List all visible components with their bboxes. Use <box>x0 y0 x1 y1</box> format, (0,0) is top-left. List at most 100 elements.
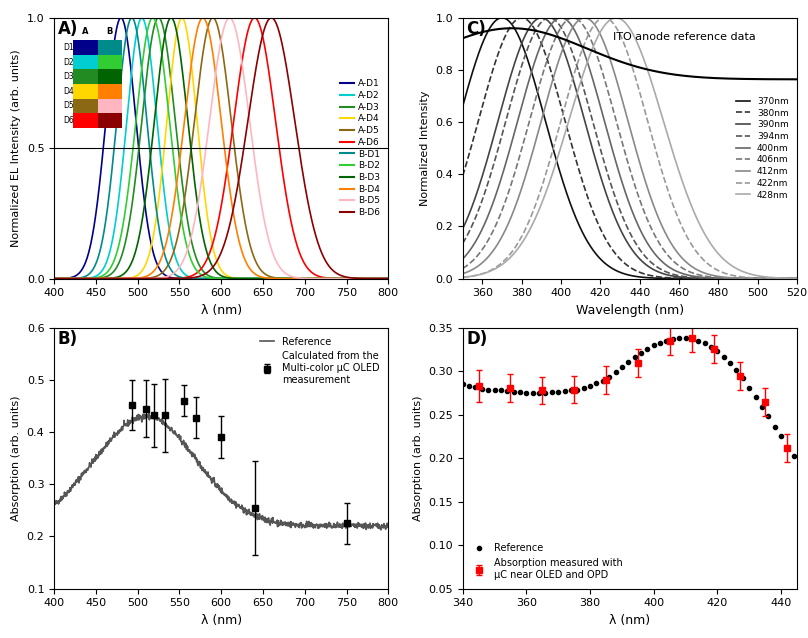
Reference <box>547 389 557 396</box>
400nm <box>593 94 603 102</box>
412nm <box>605 56 615 64</box>
380nm <box>792 275 802 283</box>
Y-axis label: Normalized EL Intensity (arb. units): Normalized EL Intensity (arb. units) <box>11 49 21 247</box>
400nm <box>556 14 566 22</box>
400nm <box>605 138 615 146</box>
422nm <box>593 17 603 24</box>
406nm <box>568 14 578 22</box>
400nm <box>458 255 468 263</box>
390nm <box>593 165 603 172</box>
428nm <box>458 274 468 281</box>
Reference <box>83 464 93 471</box>
406nm <box>792 275 802 283</box>
422nm <box>600 14 609 22</box>
406nm <box>725 274 734 282</box>
Reference <box>789 452 798 460</box>
Reference <box>649 341 659 349</box>
422nm <box>719 269 729 277</box>
370nm <box>593 253 603 260</box>
422nm <box>492 263 502 271</box>
Reference <box>757 403 767 411</box>
390nm <box>719 275 729 283</box>
412nm <box>725 274 734 281</box>
Reference <box>655 339 665 346</box>
394nm <box>719 275 729 283</box>
406nm <box>593 56 603 63</box>
Reference <box>719 353 729 360</box>
Reference <box>197 463 207 471</box>
380nm <box>593 220 603 228</box>
390nm <box>492 121 502 129</box>
422nm <box>458 274 468 281</box>
390nm <box>458 225 468 232</box>
400nm <box>725 274 734 282</box>
370nm <box>605 263 615 271</box>
Line: 380nm: 380nm <box>463 18 797 279</box>
406nm <box>688 269 697 277</box>
Line: 390nm: 390nm <box>463 18 797 279</box>
Line: Reference: Reference <box>461 336 796 459</box>
Text: C): C) <box>466 20 486 38</box>
Legend: 370nm, 380nm, 390nm, 394nm, 400nm, 406nm, 412nm, 422nm, 428nm: 370nm, 380nm, 390nm, 394nm, 400nm, 406nm… <box>733 93 793 203</box>
428nm <box>792 274 802 282</box>
412nm <box>593 27 603 34</box>
Line: 400nm: 400nm <box>463 18 797 279</box>
422nm <box>792 275 802 283</box>
Reference <box>675 334 684 342</box>
412nm <box>719 273 729 281</box>
390nm <box>537 14 546 22</box>
428nm <box>688 205 697 212</box>
428nm <box>593 33 603 40</box>
Legend: Reference, Calculated from the
Multi-color μC OLED
measurement: Reference, Calculated from the Multi-col… <box>255 332 384 389</box>
412nm <box>579 14 589 22</box>
428nm <box>719 255 729 263</box>
Reference <box>185 446 195 454</box>
Y-axis label: Absorption (arb. units): Absorption (arb. units) <box>11 396 21 521</box>
Line: 370nm: 370nm <box>463 18 797 279</box>
Reference <box>145 410 154 417</box>
428nm <box>605 16 615 24</box>
Text: B): B) <box>57 330 78 348</box>
422nm <box>725 271 734 279</box>
380nm <box>517 14 527 22</box>
412nm <box>492 242 502 249</box>
400nm <box>719 274 729 282</box>
390nm <box>725 275 734 283</box>
Y-axis label: Absorption (arb. units): Absorption (arb. units) <box>413 396 423 521</box>
380nm <box>719 275 729 283</box>
394nm <box>545 14 554 22</box>
380nm <box>458 172 468 179</box>
400nm <box>688 272 697 280</box>
394nm <box>458 239 468 247</box>
380nm <box>492 54 502 61</box>
Line: Reference: Reference <box>54 413 389 530</box>
X-axis label: λ (nm): λ (nm) <box>609 614 650 627</box>
412nm <box>458 270 468 278</box>
380nm <box>688 275 697 283</box>
Reference <box>49 500 59 508</box>
390nm <box>688 274 697 282</box>
394nm <box>593 137 603 145</box>
390nm <box>605 202 615 209</box>
370nm <box>725 275 734 283</box>
Reference <box>668 336 678 343</box>
Reference <box>376 526 385 533</box>
Text: A): A) <box>57 20 78 38</box>
X-axis label: Wavelength (nm): Wavelength (nm) <box>576 304 684 317</box>
422nm <box>605 17 615 24</box>
380nm <box>605 242 615 250</box>
380nm <box>725 275 734 283</box>
394nm <box>492 149 502 157</box>
Legend: A-D1, A-D2, A-D3, A-D4, A-D5, A-D6, B-D1, B-D2, B-D3, B-D4, B-D5, B-D6: A-D1, A-D2, A-D3, A-D4, A-D5, A-D6, B-D1… <box>336 76 384 221</box>
Reference <box>384 521 393 529</box>
Reference <box>316 522 326 530</box>
Line: 394nm: 394nm <box>463 18 797 279</box>
370nm <box>498 14 507 22</box>
Line: 428nm: 428nm <box>463 18 797 278</box>
370nm <box>688 275 697 283</box>
Reference <box>458 380 468 388</box>
394nm <box>605 179 615 186</box>
390nm <box>792 275 802 283</box>
394nm <box>688 274 697 281</box>
400nm <box>492 188 502 196</box>
